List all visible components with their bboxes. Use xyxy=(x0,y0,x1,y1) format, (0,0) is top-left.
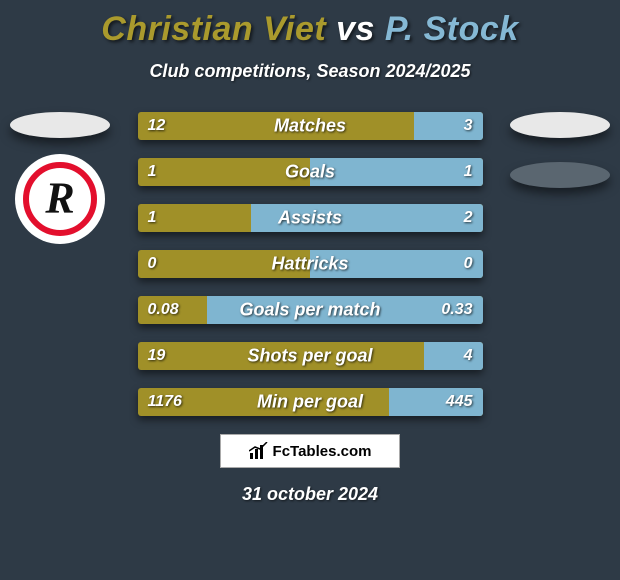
stat-row: 12Matches3 xyxy=(138,112,483,140)
stat-label: Assists xyxy=(138,208,483,229)
stat-label: Hattricks xyxy=(138,254,483,275)
stat-label: Shots per goal xyxy=(138,346,483,367)
comparison-content: R 12Matches31Goals11Assists20Hattricks00… xyxy=(0,112,620,416)
stat-right-value: 0.33 xyxy=(441,301,472,319)
subtitle: Club competitions, Season 2024/2025 xyxy=(0,61,620,82)
left-club-column: R xyxy=(0,112,120,244)
right-club-ellipse-1 xyxy=(510,112,610,138)
vs-text: vs xyxy=(336,10,375,48)
stat-right-value: 2 xyxy=(464,209,473,227)
badge-letter: R xyxy=(45,172,74,223)
stat-right-value: 445 xyxy=(446,393,473,411)
comparison-title: Christian Viet vs P. Stock xyxy=(0,0,620,49)
stat-row: 1176Min per goal445 xyxy=(138,388,483,416)
chart-icon xyxy=(249,442,269,460)
stat-right-value: 1 xyxy=(464,163,473,181)
footer-brand-text: FcTables.com xyxy=(273,443,372,460)
stat-row: 1Goals1 xyxy=(138,158,483,186)
stat-label: Min per goal xyxy=(138,392,483,413)
stat-label: Matches xyxy=(138,116,483,137)
left-club-ellipse xyxy=(10,112,110,138)
stat-row: 1Assists2 xyxy=(138,204,483,232)
stat-right-value: 0 xyxy=(464,255,473,273)
footer-brand-badge: FcTables.com xyxy=(220,434,400,468)
left-club-badge: R xyxy=(15,154,105,244)
stat-label: Goals xyxy=(138,162,483,183)
right-club-ellipse-2 xyxy=(510,162,610,188)
stat-right-value: 4 xyxy=(464,347,473,365)
stat-bars: 12Matches31Goals11Assists20Hattricks00.0… xyxy=(138,112,483,416)
stat-row: 19Shots per goal4 xyxy=(138,342,483,370)
stat-right-value: 3 xyxy=(464,117,473,135)
stat-label: Goals per match xyxy=(138,300,483,321)
footer-date: 31 october 2024 xyxy=(0,484,620,505)
player1-name: Christian Viet xyxy=(101,10,326,48)
stat-row: 0Hattricks0 xyxy=(138,250,483,278)
player2-name: P. Stock xyxy=(385,10,519,48)
right-club-column xyxy=(500,112,620,188)
stat-row: 0.08Goals per match0.33 xyxy=(138,296,483,324)
